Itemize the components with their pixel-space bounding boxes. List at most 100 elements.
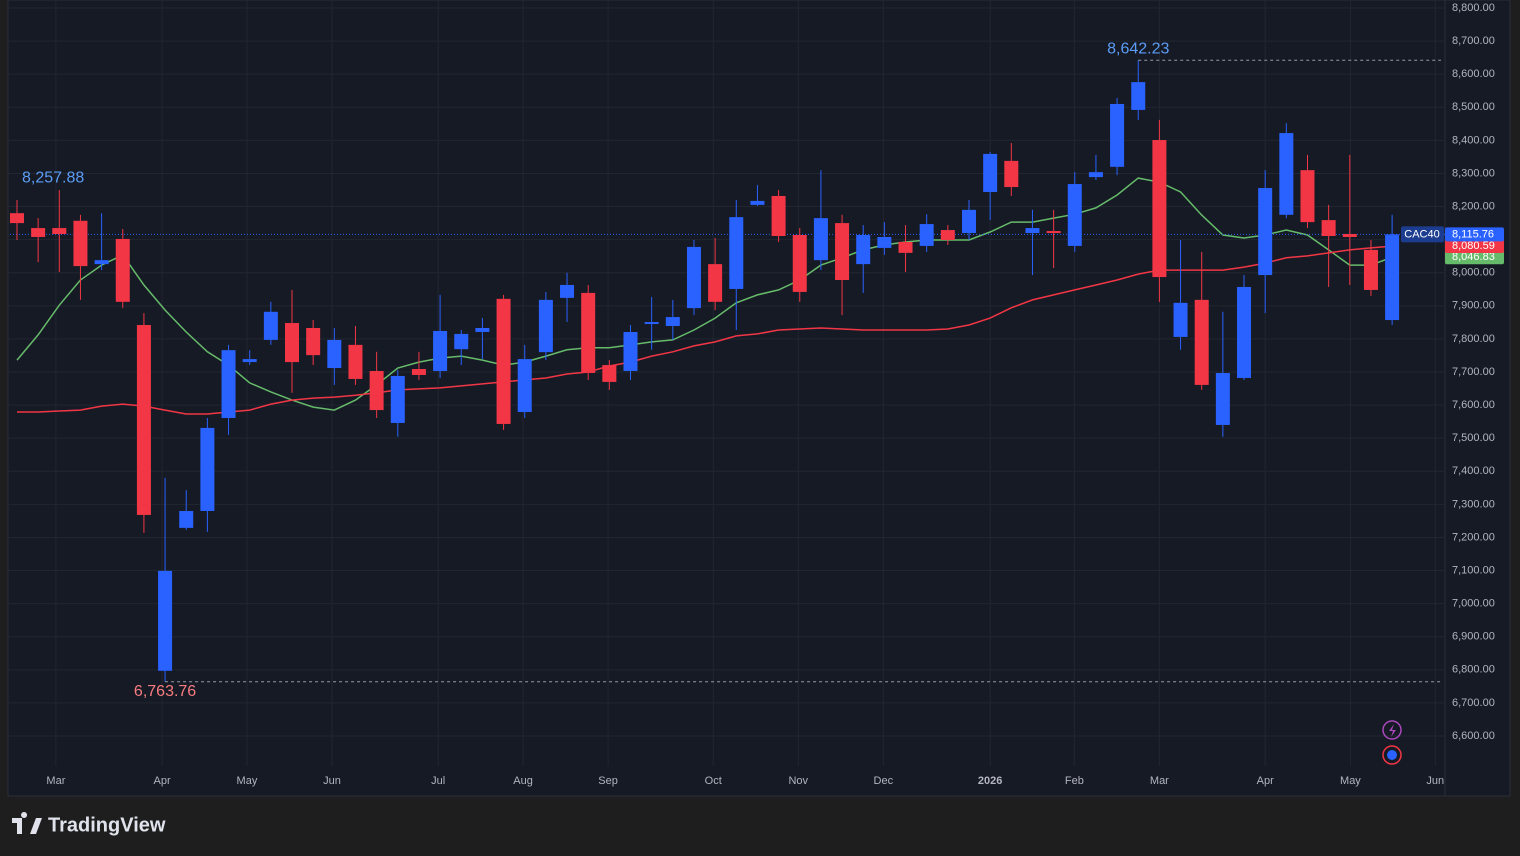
x-tick-label: Jul bbox=[431, 775, 445, 787]
x-tick-label: May bbox=[1340, 775, 1361, 787]
logo-icon bbox=[12, 812, 42, 834]
extreme-label: 6,763.76 bbox=[134, 683, 196, 700]
candle-body bbox=[242, 359, 257, 363]
x-tick-label: Oct bbox=[705, 775, 722, 787]
candle-body bbox=[750, 200, 765, 205]
candle-body bbox=[1300, 170, 1315, 223]
candle-body bbox=[665, 317, 680, 327]
extreme-label: 8,642.23 bbox=[1107, 40, 1169, 57]
y-tick-label: 7,900.00 bbox=[1452, 300, 1495, 312]
candle-body bbox=[856, 235, 871, 265]
y-tick-label: 8,200.00 bbox=[1452, 200, 1495, 212]
candle-body bbox=[9, 213, 24, 224]
y-tick-label: 8,000.00 bbox=[1452, 267, 1495, 279]
ma-value-label: 8,046.83 bbox=[1452, 251, 1495, 263]
candle-body bbox=[644, 322, 659, 325]
brand-name: TradingView bbox=[48, 814, 166, 836]
candle-body bbox=[898, 241, 913, 253]
candle-body bbox=[327, 339, 342, 369]
x-tick-label: May bbox=[237, 775, 258, 787]
candle-body bbox=[961, 209, 976, 234]
candle-body bbox=[475, 327, 490, 332]
candle-body bbox=[1152, 140, 1167, 278]
candle-body bbox=[983, 153, 998, 192]
candle-body bbox=[1088, 172, 1103, 178]
y-tick-label: 8,800.00 bbox=[1452, 2, 1495, 14]
candle-body bbox=[115, 238, 130, 302]
candle-body bbox=[1385, 234, 1400, 321]
candle-body bbox=[1173, 302, 1188, 337]
range-label: 8,257.88 bbox=[22, 170, 84, 187]
candle-body bbox=[1321, 220, 1336, 236]
candle-body bbox=[31, 228, 46, 237]
candle-body bbox=[708, 264, 723, 302]
y-tick-label: 8,600.00 bbox=[1452, 68, 1495, 80]
candle-body bbox=[517, 359, 532, 413]
y-tick-label: 6,800.00 bbox=[1452, 664, 1495, 676]
candle-body bbox=[200, 427, 215, 511]
candle-body bbox=[1194, 299, 1209, 385]
x-tick-label: Mar bbox=[1150, 775, 1169, 787]
candle-body bbox=[158, 570, 173, 671]
y-tick-label: 7,200.00 bbox=[1452, 531, 1495, 543]
candle-body bbox=[835, 223, 850, 281]
grid bbox=[8, 0, 1445, 766]
candle-body bbox=[1004, 160, 1019, 188]
marks bbox=[9, 59, 1445, 683]
event-icon[interactable] bbox=[1382, 745, 1402, 765]
candle-body bbox=[729, 217, 744, 289]
ma-value-label: 8,080.59 bbox=[1452, 240, 1495, 252]
y-tick-label: 7,300.00 bbox=[1452, 498, 1495, 510]
candle-body bbox=[411, 369, 426, 375]
y-tick-label: 7,800.00 bbox=[1452, 333, 1495, 345]
candle-body bbox=[560, 284, 575, 298]
candle-body bbox=[1046, 231, 1061, 234]
candle-body bbox=[1025, 228, 1040, 234]
y-tick-label: 8,300.00 bbox=[1452, 167, 1495, 179]
ma-value-box bbox=[1445, 239, 1504, 254]
candle-body bbox=[581, 292, 596, 373]
chart-panel bbox=[7, 0, 1511, 797]
event-glyph bbox=[1387, 750, 1397, 760]
candle-body bbox=[94, 260, 109, 265]
candle-body bbox=[1131, 82, 1146, 110]
candle-body bbox=[1067, 184, 1082, 246]
candle-body bbox=[1363, 249, 1378, 290]
candle-body bbox=[940, 230, 955, 240]
last-price-box bbox=[1445, 227, 1504, 242]
candle-body bbox=[52, 228, 67, 235]
candle-body bbox=[369, 371, 384, 411]
x-tick-label: Apr bbox=[1257, 775, 1274, 787]
indicator-icons bbox=[1382, 720, 1402, 765]
candle-body bbox=[1110, 103, 1125, 167]
candle-body bbox=[623, 331, 638, 372]
y-tick-label: 7,000.00 bbox=[1452, 598, 1495, 610]
x-tick-label: Apr bbox=[154, 775, 171, 787]
candle-body bbox=[433, 330, 448, 372]
candle-body bbox=[1215, 372, 1230, 425]
candle-body bbox=[454, 333, 469, 350]
labels: 6,600.00 6,700.00 6,800.00 6,900.00 7,000.00… bbox=[22, 2, 1504, 787]
y-tick-label: 7,400.00 bbox=[1452, 465, 1495, 477]
y-tick-label: 7,700.00 bbox=[1452, 366, 1495, 378]
y-tick-label: 8,500.00 bbox=[1452, 101, 1495, 113]
x-tick-label: Dec bbox=[874, 775, 894, 787]
candle-body bbox=[73, 220, 88, 267]
lightning-icon[interactable] bbox=[1382, 720, 1402, 740]
y-tick-label: 8,400.00 bbox=[1452, 134, 1495, 146]
candle-body bbox=[496, 298, 511, 424]
y-tick-label: 7,100.00 bbox=[1452, 564, 1495, 576]
candle-body bbox=[602, 365, 617, 382]
y-tick-label: 8,700.00 bbox=[1452, 35, 1495, 47]
candle-body bbox=[1237, 286, 1252, 378]
brand-logo bbox=[12, 812, 42, 834]
candle-body bbox=[221, 350, 236, 418]
x-tick-label: Jun bbox=[1426, 775, 1444, 787]
candle-body bbox=[1258, 188, 1273, 276]
last-price-label: 8,115.76 bbox=[1452, 228, 1494, 240]
candle-body bbox=[813, 218, 828, 261]
candle-body bbox=[136, 325, 151, 515]
y-tick-label: 6,900.00 bbox=[1452, 631, 1495, 643]
